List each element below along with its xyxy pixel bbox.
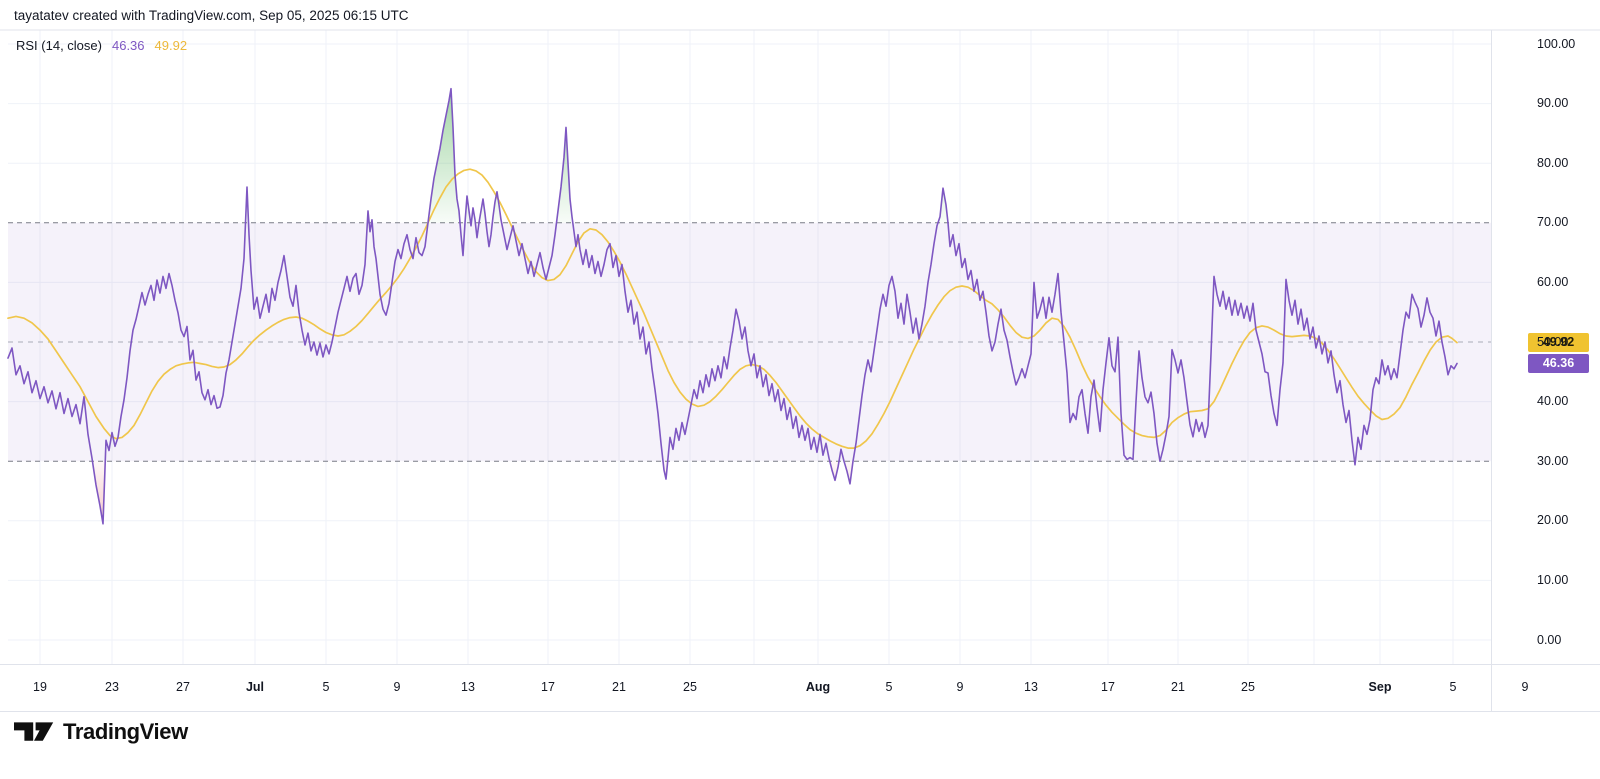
x-axis-label: 25 [1241,680,1255,694]
x-axis-label: 21 [612,680,626,694]
x-axis-label: Aug [805,680,831,694]
tradingview-logo[interactable]: TradingView [14,712,188,752]
tradingview-logo-icon [14,722,54,741]
y-axis-tick: 100.00 [1537,36,1576,51]
x-axis-label: Jul [245,680,265,694]
ma-value-badge: 49.92 [1528,332,1589,352]
legend-value-ma: 49.92 [154,38,188,53]
x-axis-label: 5 [1449,680,1457,694]
x-axis-label: 19 [33,680,47,694]
y-axis-tick: 40.00 [1537,394,1569,409]
tradingview-logo-text: TradingView [63,719,188,744]
y-axis-tick: 60.00 [1537,274,1569,289]
y-axis-tick: 10.00 [1537,572,1569,587]
x-axis-label: 13 [1024,680,1038,694]
x-axis-label: 5 [322,680,330,694]
x-axis-label: 17 [541,680,555,694]
y-axis-tick: 80.00 [1537,155,1569,170]
x-axis-label: 5 [885,680,893,694]
time-axis[interactable]: 19 23 27 Jul 5 9 13 17 21 25 Aug 5 9 13 17 21 25 Sep 5 9 [0,666,1600,711]
indicator-legend-title[interactable]: RSI (14, close) [16,38,102,53]
rsi-value-badge: 46.36 [1528,353,1589,373]
y-axis-tick: 0.00 [1537,632,1562,647]
x-axis-label: 9 [956,680,964,694]
indicator-legend[interactable]: RSI (14, close) 46.36 49.92 [16,38,187,53]
x-axis-label: 23 [105,680,119,694]
legend-value-rsi: 46.36 [111,38,145,53]
y-axis-tick: 30.00 [1537,453,1569,468]
x-axis-label: 27 [176,680,190,694]
rsi-line [7,87,1458,525]
x-axis-label: 9 [393,680,401,694]
y-axis-tick: 20.00 [1537,513,1569,528]
attribution-text: tayatatev created with TradingView.com, … [14,8,409,23]
y-axis-tick: 50.00 [1537,334,1569,349]
x-axis-label: 13 [461,680,475,694]
footer-divider [0,711,1600,712]
ma-line [7,168,1458,449]
x-axis-label: 21 [1171,680,1185,694]
y-axis-tick: 90.00 [1537,96,1569,111]
x-axis-label: 25 [683,680,697,694]
x-axis-label: 9 [1521,680,1529,694]
x-axis-label: Sep [1368,680,1392,694]
price-axis[interactable]: 49.92 46.36 100.00 90.00 80.00 70.00 60.00 50… [1492,30,1600,711]
y-axis-tick: 70.00 [1537,215,1569,230]
x-axis-label: 17 [1101,680,1115,694]
